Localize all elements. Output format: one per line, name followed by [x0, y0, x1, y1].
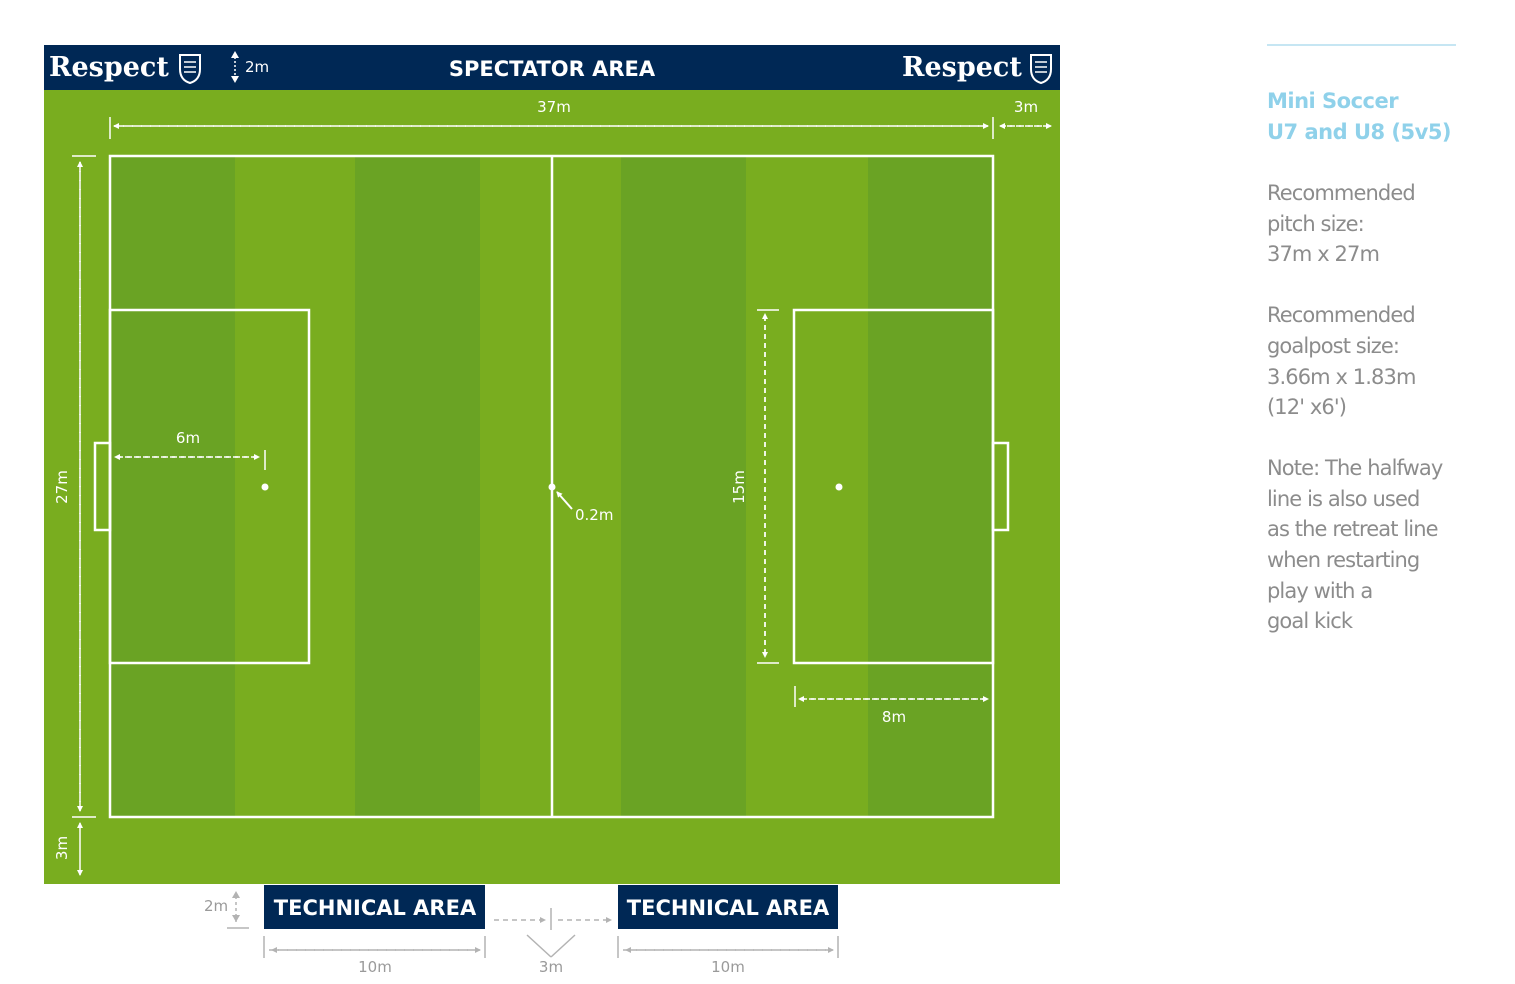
spectator-banner — [44, 45, 1060, 90]
sidebar-title: Mini Soccer U7 and U8 (5v5) — [1267, 86, 1467, 148]
info-sidebar: Mini Soccer U7 and U8 (5v5) Recommended … — [1267, 44, 1467, 637]
note-line: when restarting — [1267, 548, 1420, 573]
technical-left-length-dimension — [263, 936, 486, 958]
pitch-size-line: pitch size: — [1267, 211, 1365, 236]
goalpost-size-value: 3.66m x 1.83m — [1267, 364, 1416, 389]
centre-spot — [548, 483, 556, 491]
note-line: play with a — [1267, 578, 1373, 603]
pitch-width-dimension — [72, 155, 96, 818]
left-penalty-spot — [261, 483, 269, 491]
note-line: as the retreat line — [1267, 517, 1439, 542]
grass-stripe — [621, 156, 746, 817]
pitch-size-value: 37m x 27m — [1267, 242, 1380, 267]
penalty-spot-dimension — [114, 450, 266, 470]
goalpost-size-line: goalpost size: — [1267, 333, 1400, 358]
technical-right-length-label: 10m — [711, 958, 745, 976]
centre-spot-label: 0.2m — [575, 506, 613, 524]
fa-crest-icon — [179, 54, 201, 85]
penalty-spot-label: 6m — [176, 429, 200, 447]
area-width-dimension — [757, 309, 779, 664]
pitch-length-dimension — [109, 117, 994, 139]
technical-area-left — [264, 885, 485, 929]
pitch-length-label: 37m — [537, 98, 571, 116]
respect-logo-right: Respect — [902, 52, 1022, 83]
spectator-gap-label: 2m — [245, 58, 269, 76]
technical-area-right-label: TECHNICAL AREA — [627, 896, 830, 920]
technical-gap-label: 2m — [204, 897, 228, 915]
grass-stripe — [868, 156, 993, 817]
technical-middle-gap-dimension — [494, 908, 612, 958]
technical-area-right — [618, 885, 838, 929]
right-penalty-spot — [835, 483, 843, 491]
technical-middle-gap-label: 3m — [539, 958, 563, 976]
grass-stripe — [110, 156, 235, 817]
fa-crest-icon — [1030, 54, 1052, 85]
note-text: Note: The halfway line is also used as t… — [1267, 453, 1467, 637]
goalpost-size-line: Recommended — [1267, 303, 1416, 328]
respect-logo-left: Respect — [49, 52, 169, 83]
technical-gap-dimension — [227, 891, 249, 929]
note-line: Note: The halfway — [1267, 455, 1443, 480]
pitch-size-line: Recommended — [1267, 181, 1416, 205]
right-goal — [991, 441, 1010, 532]
goalpost-size-text: Recommended goalpost size: 3.66m x 1.83m… — [1267, 300, 1467, 423]
sidebar-title-line2: U7 and U8 (5v5) — [1267, 120, 1452, 144]
grass-stripe — [355, 156, 480, 817]
pitch-size-text: Recommended pitch size: 37m x 27m — [1267, 178, 1467, 270]
area-width-label: 15m — [730, 470, 748, 504]
pitch-width-label: 27m — [53, 470, 71, 504]
centre-spot-pointer — [556, 491, 573, 510]
spectator-gap-arrow — [231, 51, 239, 83]
goalpost-size-imperial: (12' x6') — [1267, 395, 1347, 420]
sidebar-title-line1: Mini Soccer — [1267, 89, 1399, 113]
note-line: goal kick — [1267, 609, 1353, 634]
sidebar-divider — [1267, 44, 1456, 46]
left-goal — [93, 441, 112, 532]
technical-right-length-dimension — [617, 936, 839, 958]
note-line: line is also used — [1267, 486, 1420, 511]
runoff-bottom-label: 3m — [53, 836, 71, 860]
area-depth-dimension — [794, 686, 989, 707]
area-depth-label: 8m — [882, 708, 906, 726]
spectator-area-label: SPECTATOR AREA — [449, 57, 656, 81]
technical-left-length-label: 10m — [358, 958, 392, 976]
technical-area-left-label: TECHNICAL AREA — [274, 896, 477, 920]
runoff-side-label: 3m — [1014, 98, 1038, 116]
